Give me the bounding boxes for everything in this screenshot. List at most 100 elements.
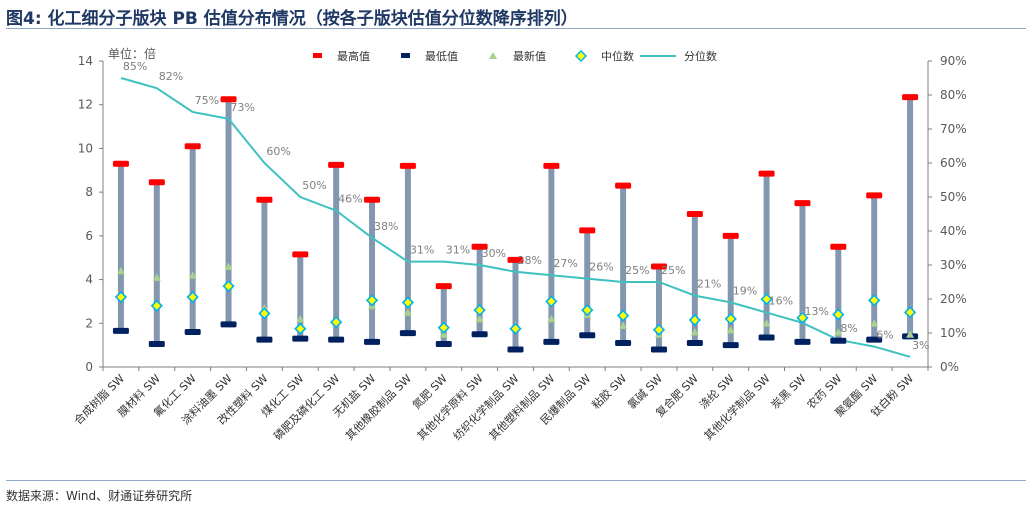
percentile-label: 27% xyxy=(553,257,577,270)
max-marker xyxy=(399,162,416,169)
latest-marker xyxy=(403,308,412,316)
left-tick-label: 12 xyxy=(78,98,93,112)
max-marker xyxy=(507,256,524,263)
right-tick-label: 80% xyxy=(940,88,967,102)
median-marker xyxy=(222,279,235,293)
left-tick-label: 6 xyxy=(85,229,93,243)
max-marker xyxy=(579,227,596,234)
median-marker xyxy=(258,307,271,320)
right-tick-label: 30% xyxy=(940,258,967,272)
category-label: 其他化学制品 SW xyxy=(701,371,773,443)
range-bar xyxy=(871,195,878,340)
min-marker xyxy=(471,331,488,338)
percentile-label: 21% xyxy=(697,278,721,291)
min-marker xyxy=(650,346,667,353)
legend-label: 最高值 xyxy=(337,49,370,63)
min-marker xyxy=(794,338,811,345)
percentile-line xyxy=(120,77,911,358)
latest-marker xyxy=(296,314,305,323)
range-bar xyxy=(153,182,160,345)
latest-marker xyxy=(726,325,735,334)
median-marker xyxy=(330,316,343,329)
percentile-label: 60% xyxy=(266,145,290,158)
min-marker xyxy=(507,346,524,353)
max-marker xyxy=(615,182,632,189)
category-label: 粘胶 SW xyxy=(589,371,630,412)
median-marker xyxy=(473,304,486,317)
latest-marker xyxy=(116,266,125,275)
category-label: 磷肥及磷化工 SW xyxy=(271,371,343,443)
max-marker xyxy=(722,232,739,239)
median-marker xyxy=(868,294,881,307)
right-tick-label: 90% xyxy=(940,54,967,68)
category-label: 其他塑料制品 SW xyxy=(486,371,558,443)
median-marker xyxy=(114,290,128,304)
latest-marker xyxy=(762,319,771,327)
min-marker xyxy=(256,336,273,343)
right-tick-label: 40% xyxy=(940,224,967,238)
right-tick-label: 20% xyxy=(940,292,967,306)
range-bar xyxy=(727,235,734,346)
median-marker xyxy=(186,290,199,304)
max-marker xyxy=(148,179,165,186)
median-marker xyxy=(903,306,917,319)
max-marker xyxy=(866,192,883,199)
pb-valuation-chart: 0 2 4 6 8 10 12 14 0% 10% 20% 30% 40% 50% 60% 70% 80% 90%… xyxy=(71,46,967,443)
percentile-label: 75% xyxy=(195,94,219,107)
latest-marker xyxy=(906,330,915,338)
max-marker xyxy=(435,283,452,290)
percentile-label: 16% xyxy=(769,295,793,308)
max-marker xyxy=(220,96,237,103)
latest-marker xyxy=(690,328,699,336)
chart-title: 图4: 化工细分子版块 PB 估值分布情况（按各子版块估值分位数降序排列） xyxy=(6,9,578,29)
latest-marker xyxy=(619,321,628,329)
max-marker xyxy=(686,211,703,217)
range-bar xyxy=(297,254,304,339)
max-marker xyxy=(543,162,560,169)
range-bar xyxy=(225,99,232,325)
range-bar xyxy=(548,165,555,342)
max-marker xyxy=(364,196,381,203)
latest-marker xyxy=(475,314,484,323)
percentile-label: 38% xyxy=(374,220,398,233)
latest-marker xyxy=(439,330,448,338)
percentile-label: 6% xyxy=(876,329,893,342)
range-bar xyxy=(691,214,698,343)
range-bar xyxy=(189,146,196,333)
min-marker xyxy=(220,321,237,328)
percentile-label: 13% xyxy=(804,305,828,318)
min-marker xyxy=(184,329,201,336)
range-bar xyxy=(584,230,591,336)
min-marker xyxy=(758,334,775,341)
median-marker xyxy=(294,322,307,335)
max-marker xyxy=(830,243,847,250)
min-marker xyxy=(543,338,560,345)
legend-label: 中位数 xyxy=(601,49,634,63)
median-marker xyxy=(688,313,701,327)
legend-label: 最低值 xyxy=(425,50,458,63)
min-marker xyxy=(292,335,309,342)
unit-label: 单位：倍 xyxy=(108,46,156,61)
median-marker xyxy=(401,296,415,309)
legend-latest-swatch xyxy=(489,52,497,59)
max-marker xyxy=(328,161,345,168)
percentile-label: 50% xyxy=(302,179,326,192)
min-marker xyxy=(722,342,739,349)
range-bar xyxy=(799,203,806,342)
max-marker xyxy=(902,94,919,101)
min-marker xyxy=(148,341,165,348)
min-marker xyxy=(866,336,883,343)
percentile-label: 30% xyxy=(482,247,506,260)
range-bar xyxy=(835,246,842,341)
legend-min-swatch xyxy=(401,53,410,58)
legend-max-swatch xyxy=(313,53,322,58)
max-marker xyxy=(650,263,667,270)
percentile-label: 25% xyxy=(625,264,649,277)
latest-marker xyxy=(547,314,556,323)
category-label: 炭黑 SW xyxy=(769,372,809,412)
percentile-label: 26% xyxy=(589,261,613,274)
range-bar xyxy=(117,163,124,331)
min-marker xyxy=(686,339,703,346)
range-bar xyxy=(763,173,770,338)
category-label: 其他化学原料 SW xyxy=(414,371,486,443)
